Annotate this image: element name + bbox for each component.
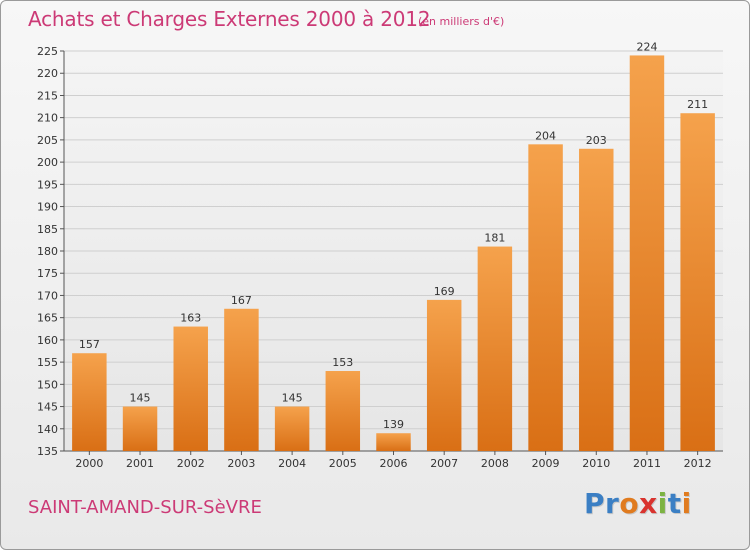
bar-value-label: 181 xyxy=(484,232,505,245)
bar xyxy=(325,371,361,451)
bar xyxy=(274,406,310,451)
bar xyxy=(376,433,411,451)
x-tick-label: 2009 xyxy=(532,457,560,470)
x-tick-label: 2000 xyxy=(75,457,103,470)
logo-letter: i xyxy=(657,487,668,520)
x-tick-label: 2002 xyxy=(177,457,205,470)
x-tick-label: 2012 xyxy=(684,457,712,470)
bar-value-label: 204 xyxy=(535,129,556,142)
y-tick-label: 180 xyxy=(37,245,58,258)
y-tick-label: 150 xyxy=(37,378,58,391)
bar-value-label: 153 xyxy=(332,356,353,369)
plot-area: 135 140 145 150 155 160 165 170 175 180 185 190 195 2… xyxy=(37,40,723,470)
bar xyxy=(122,406,158,451)
logo-letter: o xyxy=(619,487,640,520)
x-tick-label: 2008 xyxy=(481,457,509,470)
y-tick-label: 160 xyxy=(37,334,58,347)
chart-title: Achats et Charges Externes 2000 à 2012 xyxy=(28,7,431,31)
bar-value-label: 211 xyxy=(687,98,708,111)
logo-letter: P xyxy=(584,487,606,520)
x-tick-label: 2001 xyxy=(126,457,154,470)
bar-value-label: 167 xyxy=(231,294,252,307)
y-tick-label: 170 xyxy=(37,289,58,302)
y-tick-label: 155 xyxy=(37,356,58,369)
chart-subtitle: (en milliers d'€) xyxy=(418,15,505,28)
bar xyxy=(224,308,259,451)
bar xyxy=(173,326,208,451)
logo-letter: i xyxy=(681,487,692,520)
bar-value-label: 157 xyxy=(79,338,100,351)
logo-letter: x xyxy=(639,487,658,520)
y-tick-label: 145 xyxy=(37,401,58,414)
x-tick-label: 2007 xyxy=(430,457,458,470)
bar-value-label: 139 xyxy=(383,418,404,431)
bar xyxy=(477,246,513,451)
y-tick-label: 190 xyxy=(37,201,58,214)
y-tick-label: 205 xyxy=(37,134,58,147)
y-tick-label: 215 xyxy=(37,89,58,102)
bar-value-label: 145 xyxy=(282,392,303,405)
y-tick-label: 135 xyxy=(37,445,58,458)
y-tick-label: 220 xyxy=(37,67,58,80)
logo-letter: r xyxy=(605,487,620,520)
y-tick-label: 210 xyxy=(37,112,58,125)
x-tick-label: 2004 xyxy=(278,457,306,470)
y-tick-label: 165 xyxy=(37,312,58,325)
y-tick-label: 185 xyxy=(37,223,58,236)
bar xyxy=(680,113,715,451)
proxiti-logo: Proxiti xyxy=(584,487,692,520)
bar xyxy=(629,55,665,451)
bar-value-label: 169 xyxy=(434,285,455,298)
y-tick-label: 195 xyxy=(37,178,58,191)
logo-letter: t xyxy=(667,487,682,520)
bar xyxy=(72,353,107,451)
x-tick-label: 2005 xyxy=(329,457,357,470)
bar xyxy=(579,148,614,451)
x-tick-label: 2006 xyxy=(380,457,408,470)
y-tick-label: 225 xyxy=(37,45,58,58)
bar-value-label: 163 xyxy=(180,312,201,325)
x-tick-label: 2003 xyxy=(227,457,255,470)
x-tick-label: 2011 xyxy=(633,457,661,470)
y-tick-label: 140 xyxy=(37,423,58,436)
bar-value-label: 224 xyxy=(636,40,657,53)
bar xyxy=(426,299,462,451)
bar-value-label: 145 xyxy=(130,392,151,405)
commune-name: SAINT-AMAND-SUR-SèVRE xyxy=(28,497,262,518)
bar xyxy=(528,144,563,452)
y-tick-label: 175 xyxy=(37,267,58,280)
x-tick-label: 2010 xyxy=(582,457,610,470)
bar-value-label: 203 xyxy=(586,134,607,147)
y-tick-label: 200 xyxy=(37,156,58,169)
